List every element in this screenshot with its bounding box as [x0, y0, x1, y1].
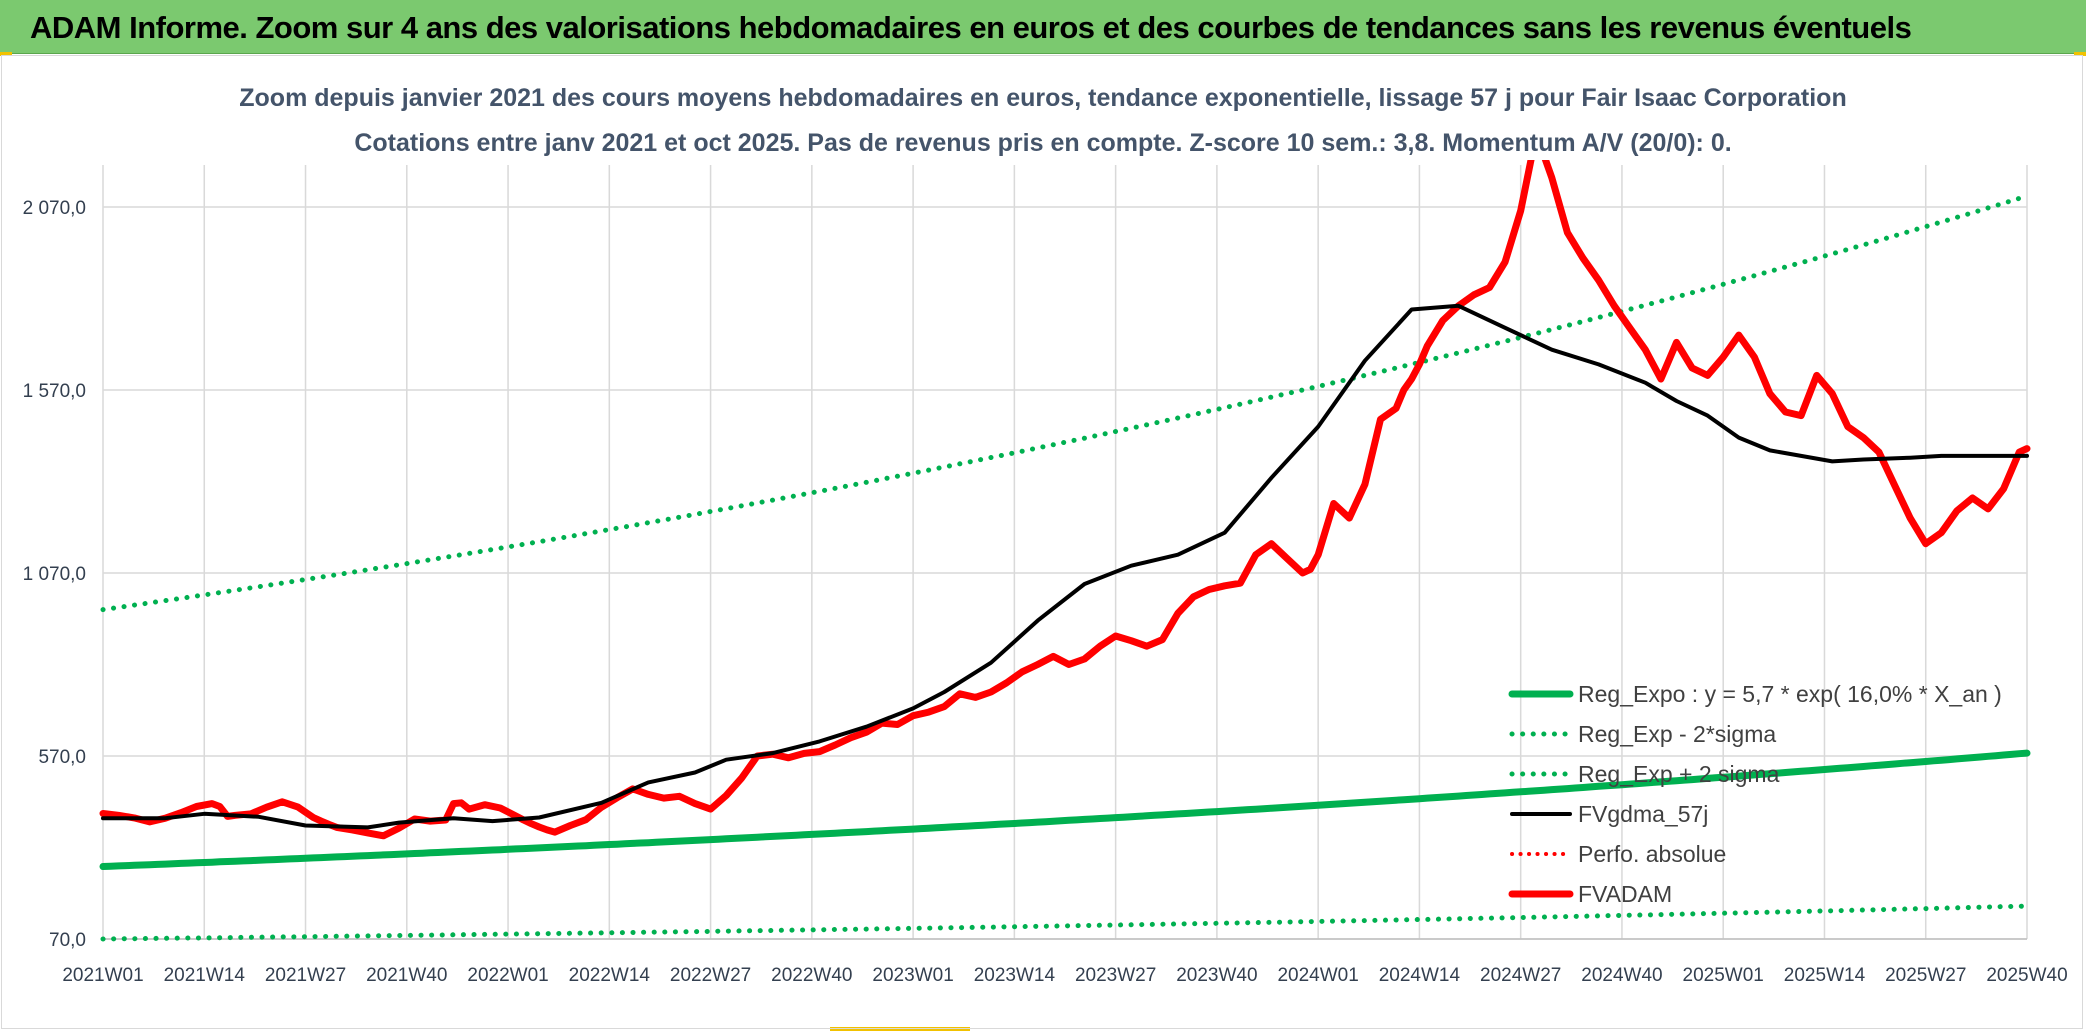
bottom-accent [830, 1027, 970, 1031]
x-tick-label: 2021W27 [265, 965, 346, 986]
y-tick-label: 570,0 [38, 747, 86, 768]
corner-accent [0, 52, 12, 56]
legend-label: Reg_Expo : y = 5,7 * exp( 16,0% * X_an ) [1578, 681, 2002, 707]
x-tick-label: 2021W14 [164, 965, 246, 986]
trend-line [99, 749, 2031, 870]
series-layer [99, 160, 2031, 942]
x-tick-label: 2024W40 [1581, 965, 1662, 986]
x-tick-label: 2024W01 [1277, 965, 1358, 986]
valuation-line [99, 160, 2031, 840]
trend-upper-band [100, 193, 2030, 613]
x-tick-label: 2024W27 [1480, 965, 1561, 986]
y-axis: 70,0 570,0 1 070,0 1 570,0 2 070,0 [23, 198, 86, 951]
chart-title: Zoom depuis janvier 2021 des cours moyen… [239, 84, 1846, 112]
legend-label: Reg_Exp + 2 sigma [1578, 761, 1780, 787]
x-tick-label: 2024W14 [1379, 965, 1461, 986]
x-tick-label: 2022W01 [467, 965, 548, 986]
x-tick-label: 2021W01 [62, 965, 143, 986]
legend-label: Reg_Exp - 2*sigma [1578, 721, 1776, 747]
legend-label: Perfo. absolue [1578, 841, 1726, 867]
x-tick-label: 2023W14 [974, 965, 1056, 986]
x-tick-label: 2023W40 [1176, 965, 1257, 986]
x-tick-label: 2025W40 [1986, 965, 2067, 986]
corner-accent [2074, 52, 2086, 56]
x-axis: 2021W01 2021W14 2021W27 2021W40 2022W01 2022W… [62, 965, 2067, 986]
y-tick-label: 1 070,0 [23, 564, 86, 585]
x-tick-label: 2025W14 [1784, 965, 1866, 986]
chart-subtitle: Cotations entre janv 2021 et oct 2025. P… [354, 129, 1731, 157]
gridlines [102, 165, 2028, 940]
x-tick-label: 2022W27 [670, 965, 751, 986]
x-tick-label: 2025W27 [1885, 965, 1966, 986]
x-tick-label: 2023W01 [872, 965, 953, 986]
y-tick-label: 70,0 [49, 930, 86, 951]
y-tick-label: 1 570,0 [23, 381, 86, 402]
x-tick-label: 2022W40 [771, 965, 852, 986]
page-title: ADAM Informe. Zoom sur 4 ans des valoris… [30, 10, 1912, 45]
x-tick-label: 2025W01 [1683, 965, 1764, 986]
header-banner: ADAM Informe. Zoom sur 4 ans des valoris… [0, 0, 2086, 54]
x-tick-label: 2021W40 [366, 965, 447, 986]
legend-label: FVgdma_57j [1578, 801, 1708, 827]
chart-frame [1, 55, 2083, 1029]
legend: Reg_Expo : y = 5,7 * exp( 16,0% * X_an )… [1508, 681, 2002, 907]
smoothed-line [101, 303, 2029, 830]
y-tick-label: 2 070,0 [23, 198, 86, 219]
legend-label: FVADAM [1578, 881, 1672, 907]
x-tick-label: 2023W27 [1075, 965, 1156, 986]
trend-lower-band [100, 903, 2030, 942]
x-tick-label: 2022W14 [569, 965, 651, 986]
